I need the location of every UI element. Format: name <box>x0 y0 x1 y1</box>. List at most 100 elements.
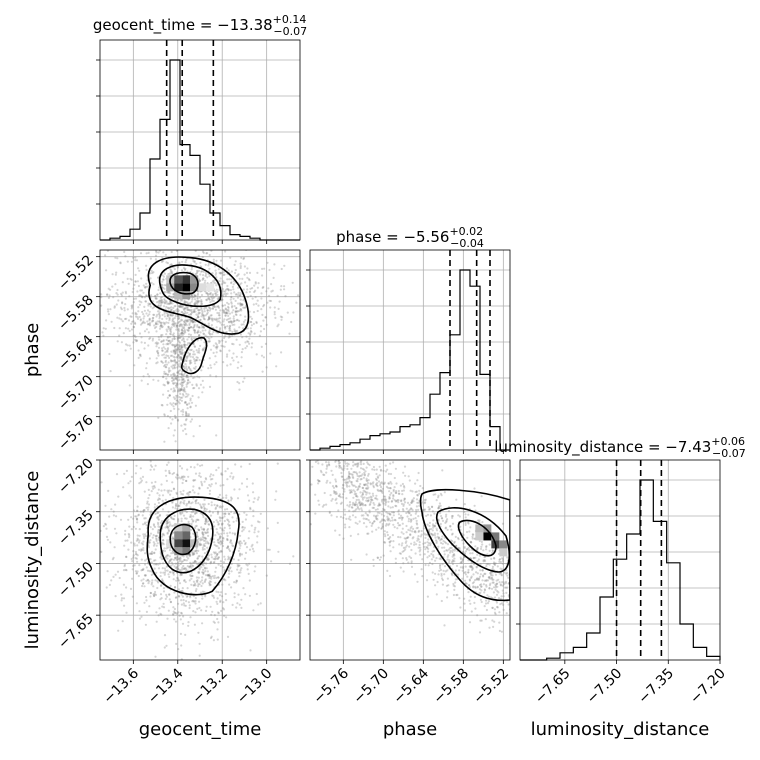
sample-point <box>166 521 169 525</box>
sample-point <box>213 279 216 282</box>
sample-point <box>116 570 120 573</box>
sample-point <box>182 410 185 413</box>
sample-point <box>144 300 147 303</box>
sample-point <box>202 571 205 574</box>
scatter-frame-geocent_time-vs-phase <box>99 249 301 451</box>
sample-point <box>199 539 202 542</box>
sample-point <box>183 307 187 310</box>
sample-point <box>172 612 175 616</box>
sample-point <box>214 557 217 560</box>
sample-point <box>271 289 274 292</box>
sample-point <box>195 307 198 310</box>
sample-point <box>177 334 180 337</box>
sample-point <box>161 499 164 502</box>
sample-point <box>241 348 244 351</box>
sample-point <box>149 591 152 595</box>
sample-point <box>480 585 483 588</box>
sample-point <box>192 479 195 482</box>
sample-point <box>180 378 183 381</box>
sample-point <box>210 556 213 559</box>
sample-point <box>191 520 194 523</box>
sample-point <box>231 323 234 326</box>
sample-point <box>338 464 341 467</box>
sample-point <box>157 276 160 279</box>
sample-point <box>247 340 250 343</box>
sample-point <box>379 489 382 492</box>
sample-point <box>357 533 360 536</box>
sample-point <box>200 480 203 483</box>
sample-point <box>352 445 354 447</box>
sample-point <box>163 534 166 537</box>
sample-point <box>191 319 194 322</box>
sample-point <box>361 502 364 505</box>
sample-point <box>195 349 198 352</box>
sample-point <box>145 268 148 271</box>
sample-point <box>121 281 124 284</box>
sample-point <box>213 305 216 309</box>
sample-point <box>453 588 456 592</box>
sample-point <box>173 389 176 392</box>
sample-point <box>126 260 129 263</box>
sample-point <box>169 333 173 336</box>
sample-point <box>219 272 222 275</box>
sample-point <box>173 335 176 338</box>
sample-point <box>186 382 189 385</box>
sample-point <box>170 561 173 564</box>
sample-point <box>473 595 476 599</box>
sample-point <box>151 337 155 340</box>
sample-point <box>191 296 194 299</box>
sample-point <box>167 525 170 529</box>
sample-point <box>219 350 222 353</box>
sample-point <box>200 566 203 569</box>
sample-point <box>202 251 205 254</box>
sample-point <box>166 347 170 350</box>
sample-point <box>427 529 430 532</box>
sample-point <box>443 573 446 576</box>
sample-point <box>244 593 247 596</box>
sample-point <box>229 539 232 542</box>
sample-point <box>182 599 185 602</box>
sample-point <box>169 564 173 567</box>
sample-point <box>332 454 334 456</box>
sample-point <box>470 610 473 613</box>
sample-point <box>488 584 491 587</box>
sample-point <box>213 552 216 555</box>
sample-point <box>520 558 522 560</box>
sample-point <box>171 313 175 316</box>
sample-point <box>229 539 232 543</box>
sample-point <box>232 520 235 523</box>
sample-point <box>203 561 206 564</box>
sample-point <box>195 549 198 552</box>
sample-point <box>252 303 255 306</box>
sample-point <box>180 599 183 602</box>
sample-point <box>138 294 141 297</box>
sample-point <box>451 550 454 554</box>
sample-point <box>439 566 442 570</box>
sample-point <box>450 572 453 575</box>
sample-point <box>174 416 177 419</box>
sample-point <box>104 254 107 257</box>
sample-point <box>227 306 230 309</box>
sample-point <box>173 310 176 313</box>
contour-line <box>169 523 197 556</box>
sample-point <box>231 311 234 314</box>
sample-point <box>148 337 151 340</box>
sample-point <box>111 558 114 561</box>
sample-point <box>142 375 145 378</box>
sample-point <box>241 277 244 280</box>
sample-point <box>228 524 231 527</box>
sample-point <box>203 591 206 594</box>
sample-point <box>190 361 193 364</box>
sample-point <box>138 528 141 531</box>
sample-point <box>164 351 167 354</box>
y-tick-label: −5.76 <box>55 412 97 454</box>
sample-point <box>212 258 215 261</box>
sample-point <box>166 415 169 418</box>
sample-point <box>146 314 149 317</box>
sample-point <box>230 320 233 323</box>
sample-point <box>162 301 165 304</box>
sample-point <box>343 460 346 463</box>
sample-point <box>192 367 195 370</box>
sample-point <box>252 515 255 518</box>
sample-point <box>208 385 212 388</box>
